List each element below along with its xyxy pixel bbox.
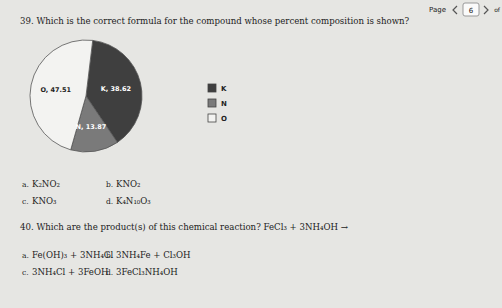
option-letter: b. xyxy=(106,251,113,260)
option-text[interactable]: KNO₃ xyxy=(32,196,57,206)
legend-label: O xyxy=(221,115,227,123)
option-letter: c. xyxy=(22,268,29,277)
legend-label: N xyxy=(221,100,227,108)
next-arrow[interactable] xyxy=(484,6,488,14)
data-label: K, 38.62 xyxy=(101,85,131,93)
option-letter: a. xyxy=(22,180,29,189)
pie-slice xyxy=(30,40,93,150)
option-letter: a. xyxy=(22,251,29,260)
option-text[interactable]: 3FeCl₃NH₄OH xyxy=(116,267,178,277)
option-letter: b. xyxy=(106,180,113,189)
option-text[interactable]: Fe(OH)₃ + 3NH₄Cl xyxy=(32,250,113,260)
page: Page 6 of 39. Which is the correct formula … xyxy=(0,0,502,308)
page-label: Page xyxy=(429,6,446,14)
option-text[interactable]: 3NH₄Cl + 3FeOH xyxy=(32,267,109,277)
option-letter: d. xyxy=(106,197,113,206)
legend: KNO xyxy=(208,84,227,123)
question: 39. Which is the correct formula for the… xyxy=(20,16,410,206)
legend-swatch xyxy=(208,84,216,92)
option-letter: c. xyxy=(22,197,29,206)
page-of: of xyxy=(494,6,501,13)
option-text[interactable]: K₂NO₂ xyxy=(32,179,60,189)
option-text[interactable]: K₄N₁₀O₃ xyxy=(116,196,151,206)
data-label: N, 13.87 xyxy=(76,123,107,131)
legend-swatch xyxy=(208,114,216,122)
question-text: 40. Which are the product(s) of this che… xyxy=(20,222,348,232)
page-number: 6 xyxy=(469,7,474,15)
option-text[interactable]: KNO₂ xyxy=(116,179,140,189)
data-label: O, 47.51 xyxy=(40,86,71,94)
page-box[interactable] xyxy=(463,3,479,16)
question-text: 39. Which is the correct formula for the… xyxy=(20,16,410,26)
legend-label: K xyxy=(221,85,227,93)
option-text[interactable]: 3NH₄Fe + Cl₃OH xyxy=(116,250,191,260)
prev-arrow[interactable] xyxy=(453,6,457,14)
background xyxy=(0,0,502,308)
page-header: Page 6 of xyxy=(429,3,501,16)
option-letter: d. xyxy=(106,268,113,277)
pie-chart: K, 38.62 N, 13.87 O, 47.51 xyxy=(30,40,142,152)
question: 40. Which are the product(s) of this che… xyxy=(20,222,348,277)
legend-swatch xyxy=(208,99,216,107)
